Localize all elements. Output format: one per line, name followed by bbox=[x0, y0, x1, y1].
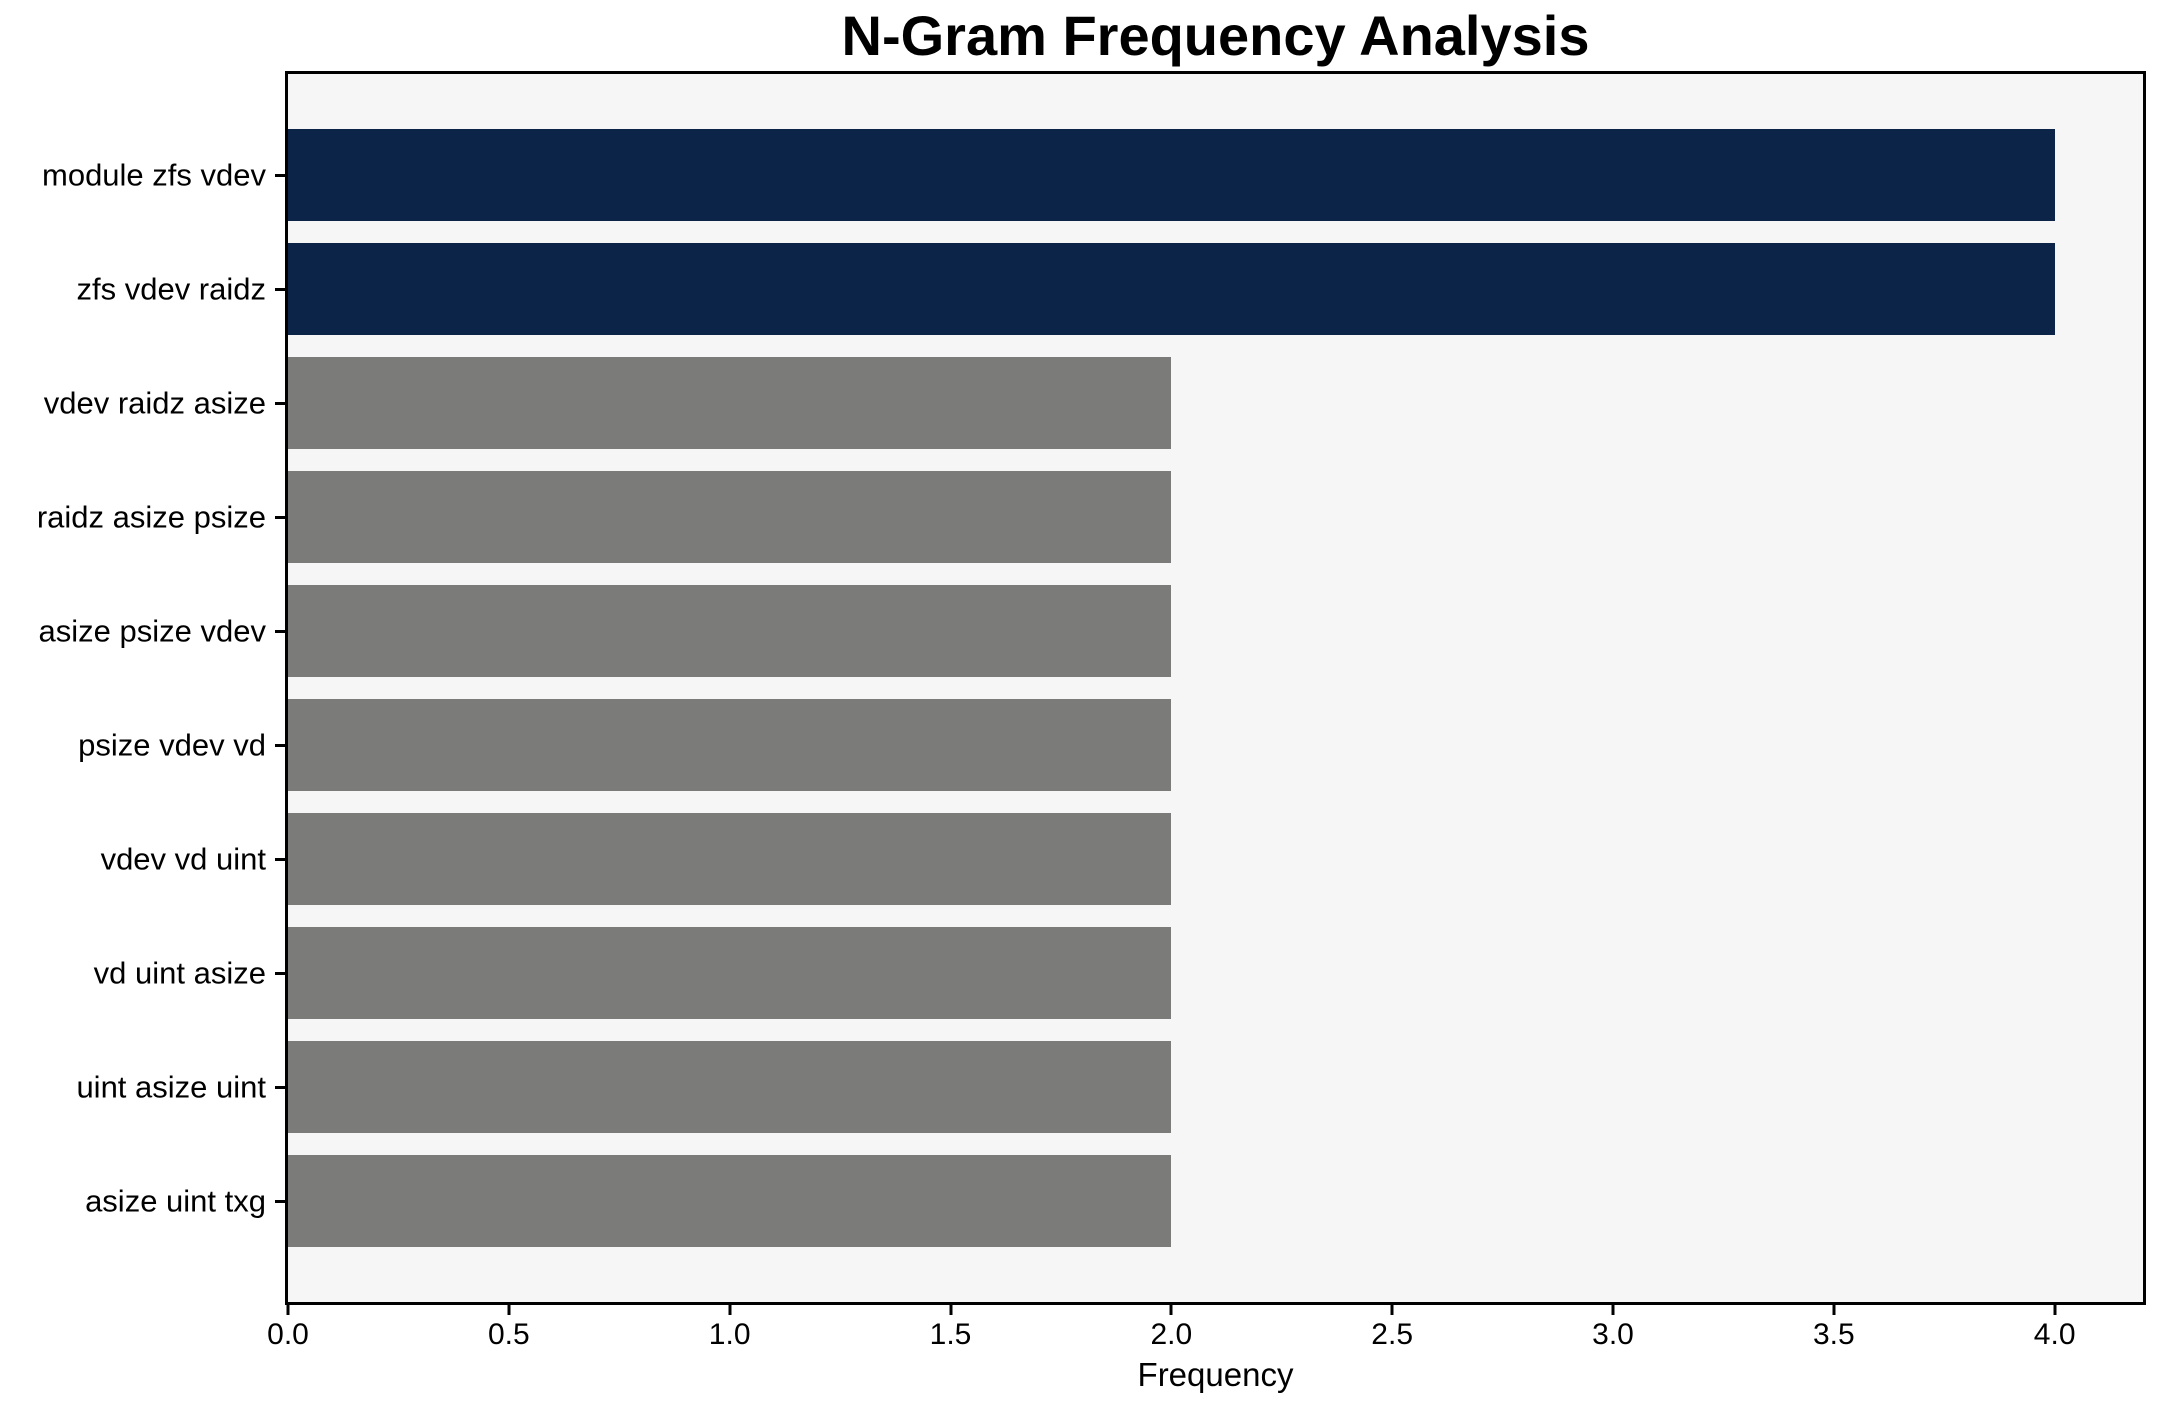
x-tick-label: 3.5 bbox=[1812, 1318, 1855, 1351]
x-tick-mark bbox=[728, 1305, 732, 1315]
x-tick-mark bbox=[2053, 1305, 2057, 1315]
y-tick-label: module zfs vdev bbox=[42, 157, 266, 193]
y-tick-mark bbox=[275, 173, 285, 177]
y-tick-mark bbox=[275, 971, 285, 975]
y-tick-label: vdev vd uint bbox=[100, 841, 266, 877]
bar-asize-psize-vdev bbox=[288, 585, 1172, 677]
y-tick-label: asize uint txg bbox=[85, 1183, 266, 1219]
y-tick-label: psize vdev vd bbox=[78, 727, 266, 763]
bar-psize-vdev-vd bbox=[288, 699, 1172, 791]
x-tick-label: 4.0 bbox=[2033, 1318, 2076, 1351]
bar-asize-uint-txg bbox=[288, 1155, 1172, 1247]
bar-vd-uint-asize bbox=[288, 927, 1172, 1019]
x-tick-mark bbox=[949, 1305, 952, 1315]
x-tick-mark bbox=[1611, 1305, 1615, 1315]
x-tick-mark bbox=[1832, 1305, 1836, 1315]
y-tick-label: raidz asize psize bbox=[36, 499, 266, 535]
y-tick-label: asize psize vdev bbox=[38, 613, 266, 649]
x-tick-label: 0.0 bbox=[267, 1318, 309, 1351]
bar-uint-asize-uint bbox=[288, 1041, 1172, 1133]
y-tick-label: vd uint asize bbox=[93, 955, 266, 991]
plot-area bbox=[285, 71, 2146, 1305]
x-tick-mark bbox=[286, 1305, 290, 1315]
bar-vdev-raidz-asize bbox=[288, 357, 1172, 449]
bar-zfs-vdev-raidz bbox=[288, 243, 2055, 335]
bar-module-zfs-vdev bbox=[288, 129, 2055, 221]
y-tick-mark bbox=[275, 857, 285, 861]
y-tick-label: zfs vdev raidz bbox=[76, 271, 266, 307]
x-tick-label: 0.5 bbox=[487, 1318, 530, 1351]
x-tick-mark bbox=[1390, 1305, 1394, 1315]
bar-vdev-vd-uint bbox=[288, 813, 1172, 905]
x-tick-label: 2.5 bbox=[1371, 1318, 1414, 1351]
y-tick-mark bbox=[275, 287, 285, 291]
y-tick-mark bbox=[275, 743, 285, 747]
chart-title: N-Gram Frequency Analysis bbox=[841, 4, 1590, 67]
x-tick-label: 2.0 bbox=[1150, 1318, 1193, 1351]
x-tick-mark bbox=[507, 1305, 511, 1315]
y-tick-mark bbox=[275, 629, 285, 633]
x-tick-label: 3.0 bbox=[1592, 1318, 1634, 1351]
x-tick-label: 1.0 bbox=[708, 1318, 751, 1351]
y-tick-label: vdev raidz asize bbox=[43, 385, 266, 421]
x-tick-mark bbox=[1169, 1305, 1173, 1315]
y-tick-label: uint asize uint bbox=[76, 1069, 266, 1105]
x-tick-label: 1.5 bbox=[929, 1318, 972, 1351]
y-tick-mark bbox=[275, 1085, 285, 1089]
y-tick-mark bbox=[275, 1199, 285, 1203]
y-tick-mark bbox=[275, 515, 285, 519]
bar-raidz-asize-psize bbox=[288, 471, 1172, 563]
y-tick-mark bbox=[275, 401, 285, 405]
x-axis-label: Frequency bbox=[1137, 1356, 1294, 1393]
